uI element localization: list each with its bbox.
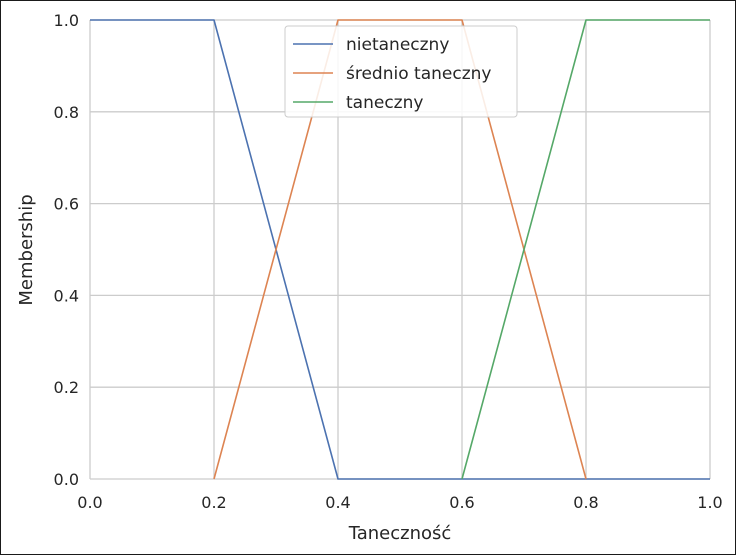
series-line-2 — [461, 19, 710, 480]
y-tick-label: 1.0 — [54, 11, 79, 30]
y-tick-label: 0.8 — [54, 103, 79, 122]
legend-box — [284, 25, 518, 118]
x-tick-label: 0.0 — [77, 493, 102, 512]
y-axis-label: Membership — [16, 194, 37, 305]
x-tick-label: 0.4 — [325, 493, 350, 512]
x-tick-label: 1.0 — [697, 493, 722, 512]
x-tick-labels: 0.0 0.2 0.4 0.6 0.8 1.0 — [77, 493, 722, 512]
legend: nietaneczny średnio taneczny taneczny — [284, 25, 518, 118]
legend-label: taneczny — [346, 93, 423, 113]
series-lines — [90, 19, 710, 480]
y-tick-label: 0.2 — [54, 378, 79, 397]
x-tick-label: 0.8 — [573, 493, 598, 512]
y-tick-label: 0.0 — [54, 470, 79, 489]
legend-label: nietaneczny — [346, 35, 449, 55]
y-tick-label: 0.6 — [54, 195, 79, 214]
legend-label: średnio taneczny — [346, 64, 491, 84]
y-tick-label: 0.4 — [54, 286, 79, 305]
x-axis-label: Taneczność — [348, 523, 452, 544]
y-tick-labels: 0.0 0.2 0.4 0.6 0.8 1.0 — [54, 11, 79, 489]
x-tick-label: 0.6 — [449, 493, 474, 512]
x-tick-label: 0.2 — [201, 493, 226, 512]
